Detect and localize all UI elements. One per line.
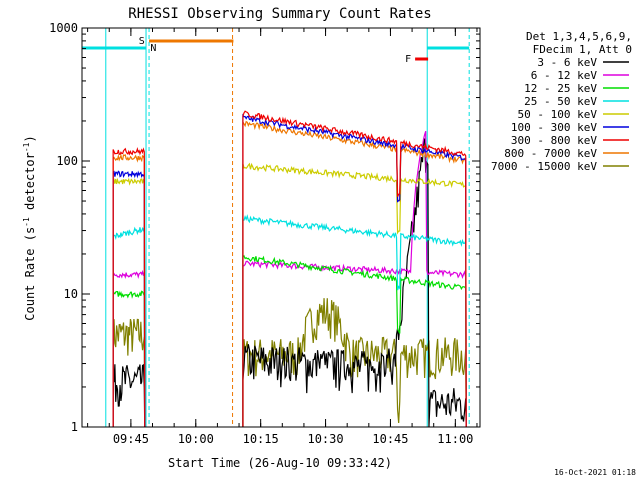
x-tick-label: 09:45 <box>113 432 149 446</box>
x-tick-label: 10:30 <box>307 432 343 446</box>
series-3-6-kev <box>112 138 467 428</box>
info-line-1: Det 1,3,4,5,6,9, <box>526 30 632 43</box>
series-line-segment <box>242 110 467 428</box>
series-line-segment <box>242 162 467 428</box>
saa-flag-label: S <box>139 36 145 47</box>
series-line-segment <box>112 318 146 428</box>
plot-frame <box>81 27 481 428</box>
series-line-segment <box>112 226 146 428</box>
y-axis-label-sup2: -1 <box>22 142 31 152</box>
series-line-segment <box>112 290 146 428</box>
flare-flag-label: F <box>405 54 411 65</box>
legend-label: 50 - 100 keV <box>518 108 598 121</box>
data-layer: SN F <box>82 28 470 428</box>
x-tick-label: 11:00 <box>437 432 473 446</box>
series-line-segment <box>112 146 146 428</box>
series-line-segment <box>242 254 467 428</box>
legend-label: 6 - 12 keV <box>531 69 598 82</box>
x-axis: 09:45 10:00 10:15 10:30 10:45 11:00 <box>87 28 478 446</box>
x-tick-label: 10:45 <box>372 432 408 446</box>
y-axis-label: Count Rate (s-1 detector-1) <box>22 135 37 320</box>
legend-label: 7000 - 15000 keV <box>491 160 597 173</box>
series-12-25-kev <box>112 254 467 428</box>
y-tick-label: 1 <box>71 420 78 434</box>
legend-label: 12 - 25 keV <box>524 82 597 95</box>
series-25-50-kev <box>112 214 467 428</box>
y-tick-label: 1000 <box>49 21 78 35</box>
series-800-7000-kev <box>112 120 467 428</box>
info-block: Det 1,3,4,5,6,9, FDecim 1, Att 0 <box>526 30 632 56</box>
series-300-800-kev <box>112 110 467 428</box>
series-line-segment <box>242 131 467 428</box>
series-100-300-kev <box>112 113 467 428</box>
axes <box>81 27 481 428</box>
x-tick-label: 10:00 <box>178 432 214 446</box>
legend-label: 25 - 50 keV <box>524 95 597 108</box>
series-50-100-kev <box>112 162 467 428</box>
x-tick-label: 10:15 <box>243 432 279 446</box>
series-line-segment <box>242 138 467 428</box>
series-7000-15000-kev <box>112 298 467 428</box>
series-line-segment <box>112 177 146 428</box>
legend-label: 800 - 7000 keV <box>504 147 597 160</box>
series-line-segment <box>112 153 146 428</box>
chart-title: RHESSI Observing Summary Count Rates <box>128 6 431 22</box>
night-flag-label: N <box>150 43 156 54</box>
y-axis: 1 10 100 1000 <box>49 21 480 434</box>
y-axis-label-end: ) <box>23 135 37 142</box>
legend-label: 3 - 6 keV <box>537 56 597 69</box>
y-tick-label: 10 <box>64 287 78 301</box>
x-axis-label: Start Time (26-Aug-10 09:33:42) <box>168 456 392 470</box>
series-line-segment <box>112 269 146 428</box>
y-axis-label-main: Count Rate (s <box>23 227 37 321</box>
legend-label: 100 - 300 keV <box>511 121 597 134</box>
series-line-segment <box>112 170 146 428</box>
series-6-12-kev <box>112 131 467 428</box>
info-line-2: FDecim 1, Att 0 <box>533 43 632 56</box>
y-tick-label: 100 <box>56 154 78 168</box>
series-line-segment <box>112 363 146 428</box>
y-axis-label-mid: detector <box>23 152 37 217</box>
y-axis-label-sup1: -1 <box>22 217 31 227</box>
series-line-segment <box>242 120 467 428</box>
series-line-segment <box>242 113 467 428</box>
date-stamp: 16-Oct-2021 01:18 <box>554 468 636 477</box>
series-line-segment <box>242 214 467 428</box>
legend-label: 300 - 800 keV <box>511 134 597 147</box>
